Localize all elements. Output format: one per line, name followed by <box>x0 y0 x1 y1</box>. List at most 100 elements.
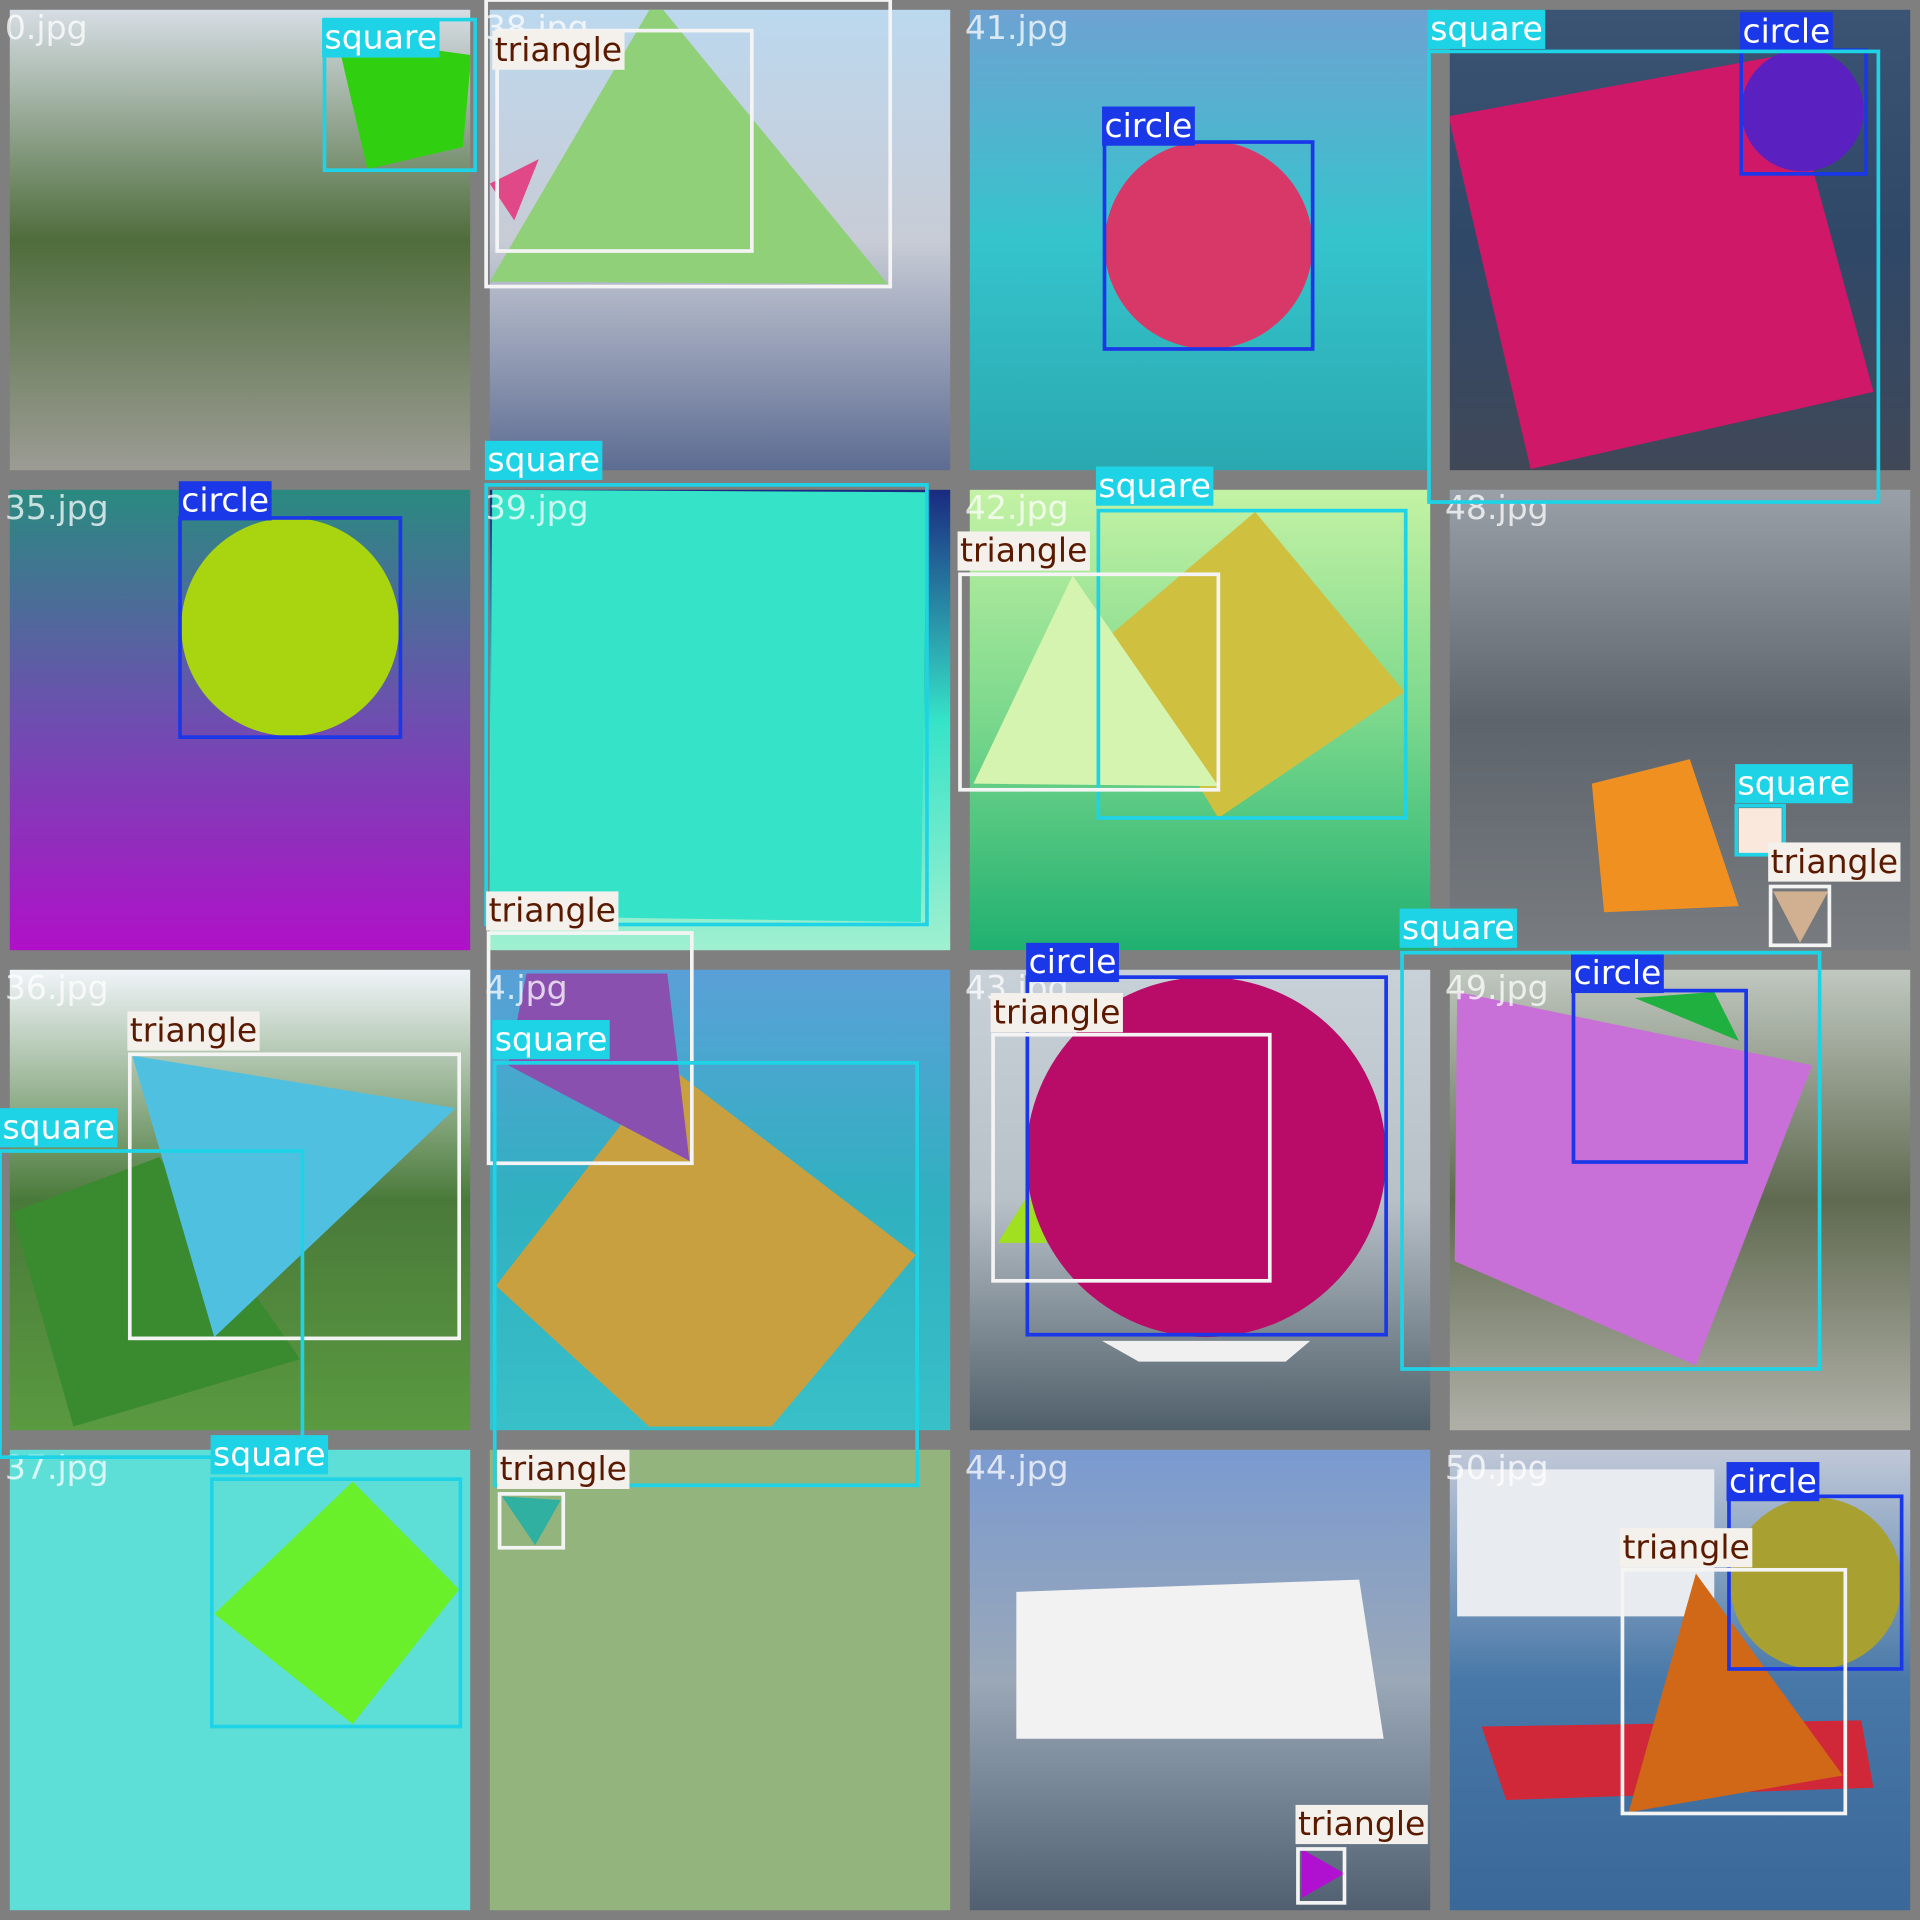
shape <box>214 1481 460 1725</box>
bounding-box <box>1734 803 1786 857</box>
shape <box>12 1157 300 1427</box>
label-text: square <box>324 18 437 57</box>
label-background <box>492 1020 610 1060</box>
file-name: 41.jpg <box>965 8 1069 47</box>
bounding-box <box>484 0 893 289</box>
shape <box>1102 1340 1311 1362</box>
label-text: square <box>2 1107 115 1146</box>
label-background <box>1740 12 1833 52</box>
label-background <box>497 1449 630 1489</box>
label-text: circle <box>1729 1461 1817 1500</box>
file-name: 4.jpg <box>485 968 568 1007</box>
shape <box>1741 48 1864 172</box>
file-name: 36.jpg <box>5 968 109 1007</box>
label-background <box>1735 764 1853 804</box>
file-name: 48.jpg <box>1445 488 1549 527</box>
label-background <box>486 891 619 931</box>
label-background <box>210 1435 329 1475</box>
label-text: circle <box>1742 12 1830 51</box>
label-background <box>1427 9 1546 49</box>
label-text: square <box>1430 9 1543 48</box>
file-name: 37.jpg <box>5 1448 109 1487</box>
shape <box>1301 1848 1345 1898</box>
file-name: 49.jpg <box>1445 968 1549 1007</box>
shape <box>1628 1573 1843 1813</box>
file-name: 0.jpg <box>5 8 88 47</box>
file-name: 42.jpg <box>965 488 1069 527</box>
bounding-box <box>958 572 1221 792</box>
label-text: square <box>495 1019 608 1058</box>
tile-image <box>9 1449 471 1911</box>
shape <box>495 1065 916 1427</box>
label-background <box>492 30 625 70</box>
shape <box>489 9 888 285</box>
bounding-box <box>492 1061 919 1488</box>
tile-image <box>489 1449 951 1911</box>
label-text: triangle <box>960 531 1087 570</box>
label-background <box>990 993 1123 1033</box>
label-text: square <box>1738 763 1851 802</box>
file-name: 50.jpg <box>1445 1448 1549 1487</box>
bounding-box <box>497 1492 566 1550</box>
label-background <box>0 1108 118 1148</box>
shape <box>489 159 539 221</box>
label-background <box>1620 1528 1753 1568</box>
shape <box>1454 991 1813 1366</box>
shape <box>1016 1579 1384 1739</box>
bounding-box <box>1400 950 1822 1371</box>
bounding-box <box>1025 975 1388 1337</box>
label-text: circle <box>1029 942 1117 981</box>
label-text: triangle <box>993 992 1120 1031</box>
label-background <box>957 531 1090 571</box>
shape <box>336 36 471 169</box>
file-name: 35.jpg <box>5 488 109 527</box>
label-background <box>1399 908 1518 948</box>
shape <box>502 1496 561 1546</box>
label-text: triangle <box>1771 842 1898 881</box>
bounding-box <box>1768 884 1832 948</box>
bounding-box <box>1620 1567 1848 1816</box>
label-text: circle <box>1573 953 1661 992</box>
label-text: circle <box>181 481 269 520</box>
label-text: triangle <box>1298 1804 1425 1843</box>
shape <box>489 489 927 923</box>
label-text: square <box>487 440 600 479</box>
label-background <box>1726 1462 1820 1502</box>
label-text: square <box>1098 466 1211 505</box>
bounding-box <box>210 1477 463 1729</box>
shape <box>1634 991 1739 1041</box>
label-text: square <box>1402 908 1515 947</box>
label-text: triangle <box>1622 1527 1749 1566</box>
shape <box>1457 1469 1715 1617</box>
shape <box>1026 977 1387 1338</box>
bounding-box <box>1296 1847 1347 1905</box>
label-text: triangle <box>130 1011 257 1050</box>
label-background <box>1026 942 1119 983</box>
label-text: triangle <box>495 30 622 69</box>
bounding-box <box>127 1052 462 1341</box>
label-text: circle <box>1104 106 1192 145</box>
bounding-box <box>1427 49 1881 504</box>
bounding-box <box>1102 140 1315 351</box>
label-background <box>1102 106 1195 146</box>
shape <box>997 1193 1047 1243</box>
label-text: square <box>213 1434 326 1473</box>
label-background <box>1295 1804 1428 1845</box>
bounding-box <box>484 483 929 927</box>
file-name: 39.jpg <box>485 488 589 527</box>
label-text: triangle <box>489 891 616 930</box>
shape <box>973 575 1219 787</box>
label-background <box>1095 466 1214 506</box>
shape <box>1773 891 1829 943</box>
label-text: triangle <box>500 1449 627 1488</box>
label-background <box>484 440 603 480</box>
shape <box>1104 140 1313 349</box>
bounding-box <box>991 1032 1272 1283</box>
label-background <box>1768 842 1901 882</box>
bounding-box <box>1096 508 1408 820</box>
shape <box>1591 759 1739 913</box>
bounding-box <box>486 931 694 1166</box>
bounding-box <box>178 516 403 739</box>
label-background <box>1571 953 1664 994</box>
